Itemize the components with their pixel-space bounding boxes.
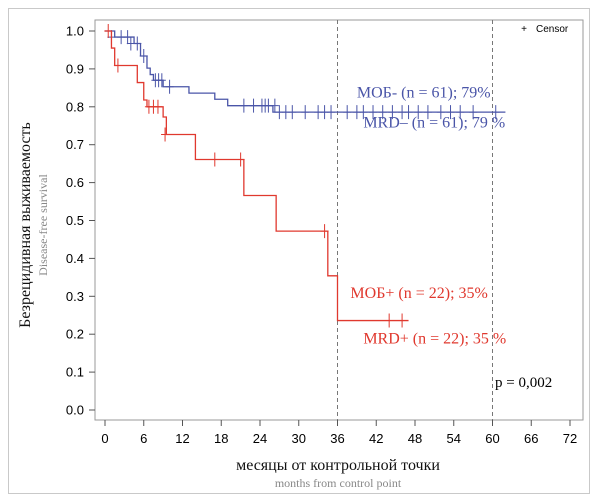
censor-mark	[157, 73, 166, 88]
y-tick-label: 0.4	[66, 251, 84, 266]
x-tick-label: 24	[253, 431, 267, 446]
y-tick-label: 0.3	[66, 289, 84, 304]
series-annotation: МОБ- (n = 61); 79%	[357, 84, 491, 101]
censor-mark	[104, 24, 113, 38]
series-annotation: MRD– (n = 61); 79 %	[363, 115, 505, 132]
censor-mark	[210, 152, 219, 167]
censor-mark	[359, 105, 368, 120]
censor-mark	[270, 98, 279, 113]
censor-mark	[133, 36, 142, 51]
plot-area-border	[94, 19, 584, 421]
legend-censor-label: Censor	[536, 24, 569, 35]
censor-mark	[404, 105, 413, 120]
censor-mark	[398, 313, 407, 328]
y-tick-label: 0.9	[66, 61, 84, 76]
x-tick-label: 30	[292, 431, 306, 446]
censor-mark	[139, 49, 148, 64]
legend-censor-symbol: +	[521, 24, 527, 35]
censor-mark	[239, 98, 248, 113]
x-axis-label: месяцы от контрольной точки	[236, 457, 440, 474]
x-tick-label: 42	[369, 431, 383, 446]
y-axis-label: Безрецидивная выживаемость	[17, 122, 34, 328]
x-tick-label: 66	[524, 431, 538, 446]
x-axis-label-secondary: months from control point	[275, 476, 402, 490]
censor-mark	[113, 58, 122, 73]
censor-mark	[236, 152, 245, 167]
censor-mark	[369, 105, 378, 120]
p-value: p = 0,002	[495, 375, 552, 391]
y-tick-label: 1.0	[66, 24, 84, 39]
x-tick-label: 72	[563, 431, 577, 446]
censor-mark	[469, 105, 478, 120]
censor-mark	[414, 105, 423, 120]
x-tick-label: 48	[408, 431, 422, 446]
y-tick-label: 0.8	[66, 99, 84, 114]
censor-mark	[423, 105, 432, 120]
y-tick-label: 0.5	[66, 213, 84, 228]
censor-mark	[123, 30, 132, 45]
series-0	[105, 30, 506, 120]
y-tick-label: 0.7	[66, 137, 84, 152]
censor-mark	[343, 105, 352, 120]
censor-mark	[288, 105, 297, 120]
censor-mark	[378, 105, 387, 120]
x-tick-label: 6	[140, 431, 147, 446]
censor-mark	[161, 127, 170, 142]
series-annotation: MRD+ (n = 22); 35 %	[363, 331, 506, 348]
censor-mark	[249, 98, 258, 113]
censor-mark	[327, 105, 336, 120]
censor-mark	[491, 105, 500, 120]
y-axis-label-secondary: Disease-free survival	[36, 174, 50, 276]
x-tick-label: 18	[214, 431, 228, 446]
series-annotation: МОБ+ (n = 22); 35%	[350, 285, 487, 302]
censor-mark	[385, 313, 394, 328]
censor-mark	[446, 105, 455, 120]
censor-mark	[153, 99, 162, 114]
x-tick-label: 54	[447, 431, 461, 446]
y-tick-label: 0.1	[66, 365, 84, 380]
y-tick-label: 0.2	[66, 327, 84, 342]
y-tick-label: 0.0	[66, 403, 84, 418]
censor-mark	[165, 79, 174, 94]
censor-mark	[320, 224, 329, 239]
x-tick-label: 0	[101, 431, 108, 446]
censor-mark	[456, 105, 465, 120]
x-tick-label: 60	[485, 431, 499, 446]
y-tick-label: 0.6	[66, 175, 84, 190]
censor-mark	[436, 105, 445, 120]
series-1	[104, 24, 409, 328]
censor-mark	[388, 105, 397, 120]
legend: + Censor	[521, 24, 569, 35]
censor-mark	[301, 105, 310, 120]
x-tick-label: 36	[330, 431, 344, 446]
survival-curve	[105, 30, 506, 113]
x-tick-label: 12	[175, 431, 189, 446]
